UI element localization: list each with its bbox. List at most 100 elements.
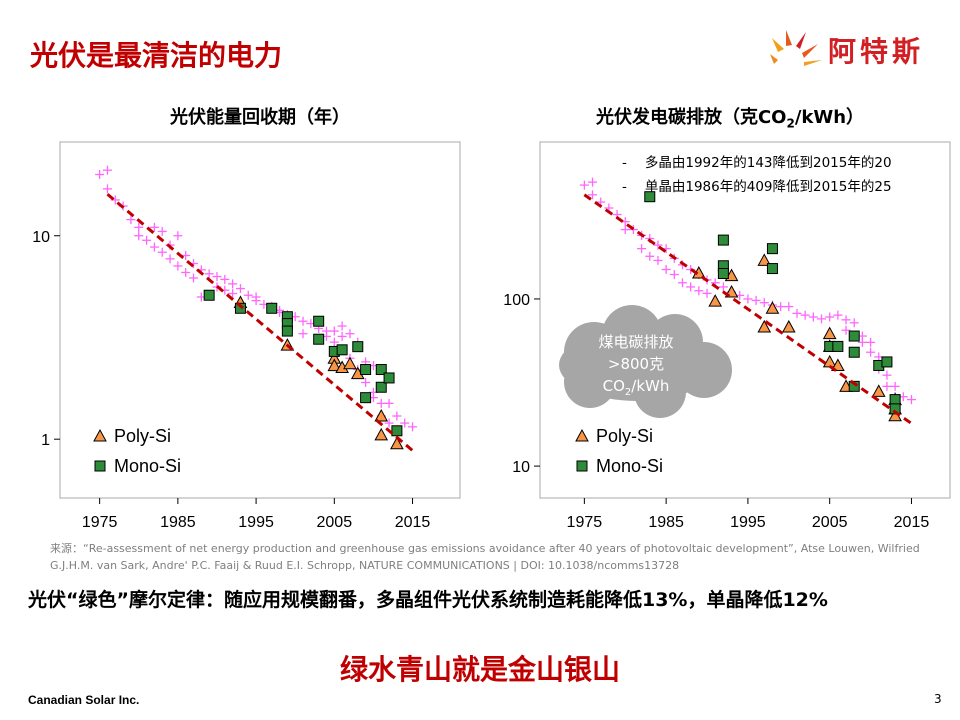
chart2-mono-point — [717, 267, 729, 279]
chart2-cross-point — [677, 278, 687, 288]
chart1-poly-point — [374, 427, 389, 441]
chart1-mono-point — [336, 344, 348, 356]
chart2-title-sub: 2 — [786, 116, 795, 131]
chart2-cross-point — [784, 302, 794, 312]
chart2-poly-point — [822, 354, 837, 368]
chart1-cross-point — [345, 329, 355, 339]
chart2-legend-mono: Mono-Si — [596, 456, 664, 476]
chart2-cross-point — [841, 325, 851, 335]
chart1-mono-point — [266, 302, 278, 314]
chart1-poly-point — [374, 408, 389, 422]
chart1-y-tick-label: 1 — [41, 432, 50, 449]
logo-text: 阿特斯 — [828, 35, 925, 68]
chart1-cross-point — [220, 274, 230, 284]
chart2-cross-point — [776, 302, 786, 312]
chart1-mono-point — [383, 372, 395, 384]
sun-logo-icon — [770, 30, 822, 66]
chart2-legend-poly-marker — [575, 428, 589, 442]
chart2-x-tick-label: 2015 — [894, 514, 930, 531]
chart2-cross-point — [890, 381, 900, 391]
chart2-cross-point — [694, 286, 704, 296]
chart2-poly-point — [831, 358, 845, 371]
chart2-poly-point — [871, 384, 886, 397]
company-name: Canadian Solar Inc. — [28, 693, 140, 707]
chart1-cross-point — [165, 254, 175, 264]
chart1-y-tick-label: 10 — [32, 229, 50, 246]
chart2-mono-point — [848, 380, 860, 392]
chart1-cross-point — [392, 411, 402, 421]
chart2-cross-point — [833, 310, 843, 320]
chart2-y-tick-label: 10 — [512, 459, 530, 476]
chart2-cross-point — [882, 370, 892, 380]
chart1-legend-poly: Poly-Si — [114, 426, 172, 446]
chart2-cross-point — [841, 315, 851, 325]
chart2-mono-point — [766, 243, 778, 255]
chart2-cross-point — [669, 270, 679, 280]
chart1-cross-point — [181, 267, 191, 277]
chart2-x-tick-label: 1985 — [648, 514, 684, 531]
chart2-x-tick-label: 1995 — [730, 514, 766, 531]
chart2-mono-point — [766, 263, 778, 275]
chart2-cross-point — [808, 312, 818, 322]
note-poly-text: 多晶由1992年的143降低到2015年的20 — [644, 155, 892, 171]
chart2-cross-point — [849, 318, 859, 328]
chart2-cross-point — [588, 177, 598, 187]
chart2-mono-point — [717, 234, 729, 246]
note-mono: - 单晶由1986年的409降低到2015年的25 — [622, 175, 892, 195]
chart1-plot: 1975 1985 1995 2005 2015 1 10 — [32, 165, 430, 531]
chart2-plot: 1975 1985 1995 2005 2015 10 100 — [503, 177, 930, 531]
chart1-mono-point — [375, 364, 387, 376]
chart1-cross-point — [149, 242, 159, 252]
chart1-cross-point — [337, 321, 347, 331]
chart2-cross-point — [579, 180, 589, 190]
chart1-mono-point — [375, 381, 387, 393]
chart1-mono-point — [234, 302, 246, 314]
chart2-mono-point — [889, 394, 901, 406]
chart2-x-tick-label: 1975 — [567, 514, 603, 531]
chart1-cross-point — [228, 279, 238, 289]
chart1-cross-point — [384, 398, 394, 408]
chart1-x-tick-label: 1995 — [238, 514, 274, 531]
cloud-label: 煤电碳排放 >800克 CO2/kWh — [576, 331, 696, 404]
chart2-poly-point — [757, 253, 772, 266]
chart1-cross-point — [361, 377, 371, 387]
chart1-mono-point — [352, 341, 364, 353]
chart1-cross-point — [384, 418, 394, 428]
note-poly: - 多晶由1992年的143降低到2015年的20 — [622, 151, 892, 171]
cloud-line2: >800克 — [607, 355, 665, 373]
source-citation: 来源：“Re-assessment of net energy producti… — [50, 542, 920, 572]
chart1-cross-point — [298, 329, 308, 339]
chart2-poly-point — [708, 294, 723, 307]
chart1-cross-point — [157, 226, 167, 236]
chart1-cross-point — [102, 165, 112, 175]
chart1-poly-point — [327, 358, 342, 372]
chart2-title: 光伏发电碳排放（克CO2/kWh） — [520, 103, 940, 131]
chart2-x-tick-label: 2005 — [812, 514, 848, 531]
chart2-poly-point — [781, 319, 796, 333]
chart2-title-b: /kWh） — [794, 107, 865, 128]
page-number: 3 — [934, 692, 942, 706]
chart1-cross-point — [337, 331, 347, 341]
chart2-poly-point — [757, 319, 772, 333]
chart2-cross-point — [825, 312, 835, 322]
chart2-cross-point — [743, 294, 753, 304]
chart2-cross-point — [866, 337, 876, 347]
chart1-cross-point — [173, 261, 183, 271]
chart1-poly-point — [343, 356, 357, 370]
chart1-cross-point — [228, 289, 238, 299]
chart2-cross-point — [645, 251, 655, 261]
chart1-cross-point — [189, 273, 199, 283]
note-mono-dash: - — [622, 179, 627, 195]
chart2-cross-point — [718, 282, 728, 292]
chart2-mono-point — [848, 346, 860, 358]
chart1-mono-point — [313, 315, 325, 327]
chart2-cross-point — [817, 314, 827, 324]
chart1-cross-point — [102, 184, 112, 194]
chart2-cross-point — [857, 337, 867, 347]
chart1-cross-point — [298, 316, 308, 326]
chart1-cross-point — [173, 231, 183, 241]
chart1-x-tick-label: 2005 — [317, 514, 353, 531]
chart1-cross-point — [251, 292, 261, 302]
chart1-cross-point — [149, 222, 159, 232]
chart1-cross-point — [204, 269, 214, 279]
